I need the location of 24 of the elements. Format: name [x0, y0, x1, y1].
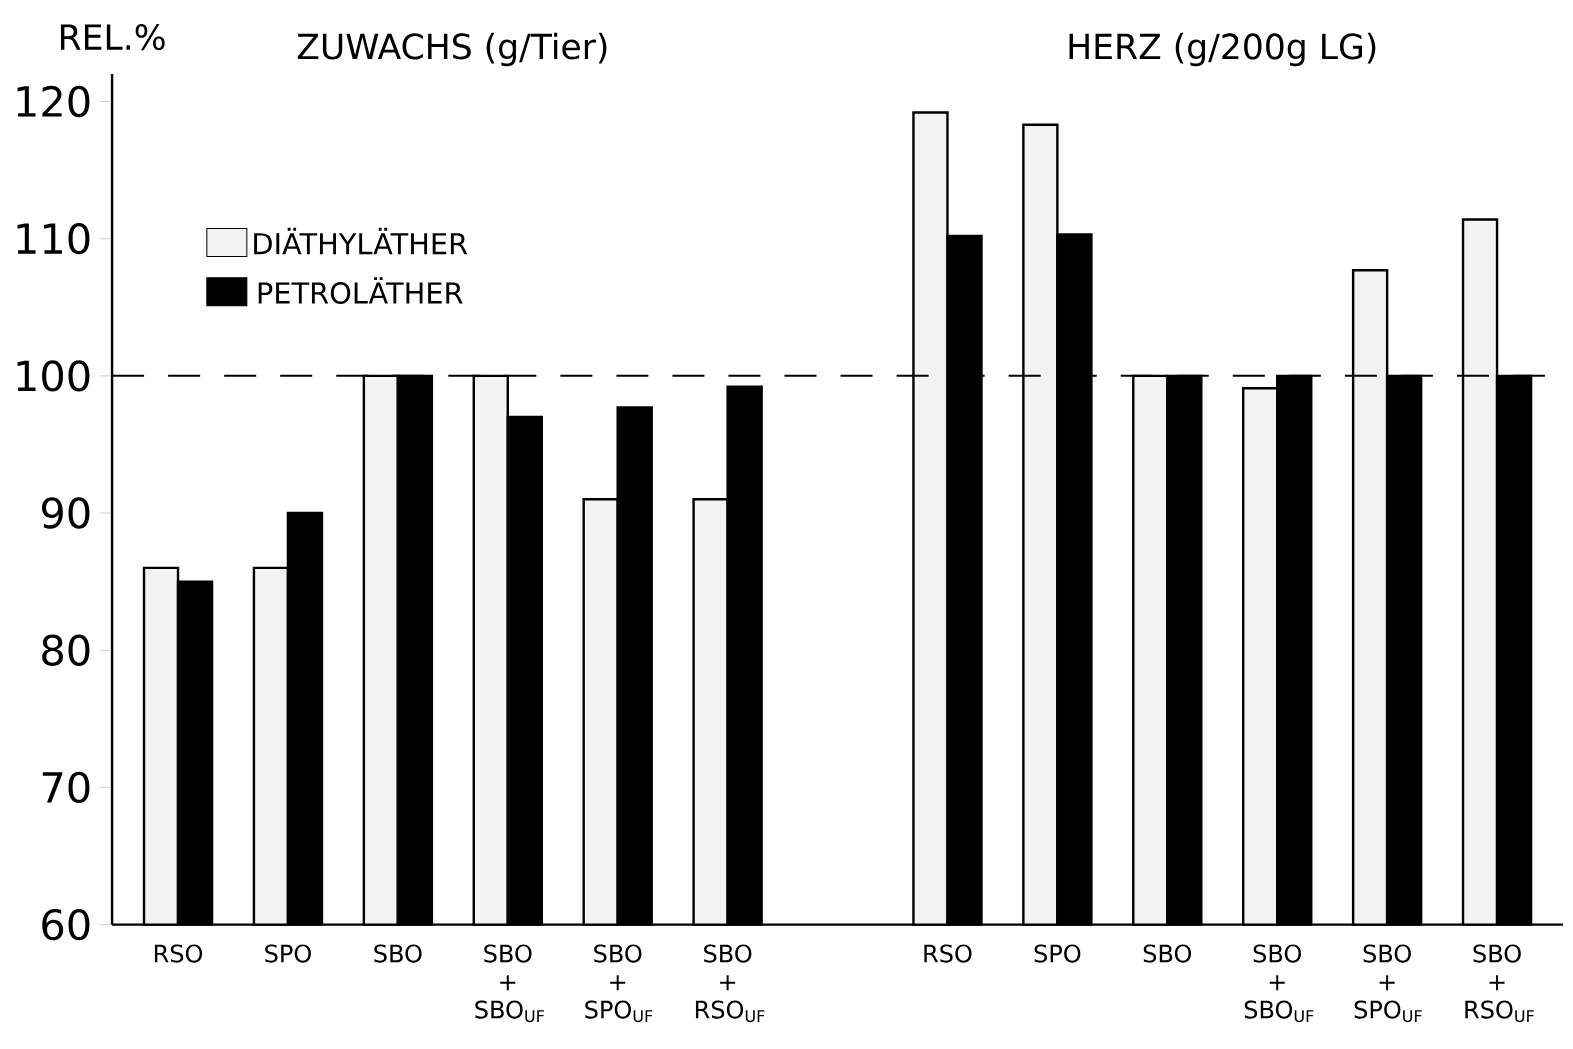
y-axis-title: REL.% — [60, 24, 165, 51]
x-tick-label: SBO + SPO$_{UF}$ — [1354, 944, 1422, 1023]
x-tick-label: SBO — [1143, 944, 1192, 963]
x-tick-label: SBO + SPO$_{UF}$ — [585, 944, 653, 1023]
x-tick-label: SBO + SBO$_{UF}$ — [1244, 944, 1314, 1023]
x-tick-label: RSO — [924, 944, 972, 963]
x-tick-label: SPO — [1034, 944, 1081, 963]
y-tick-label: 70 — [42, 771, 90, 804]
legend-label: PETROLÄTHER — [258, 277, 463, 305]
x-tick-label: RSO — [154, 944, 203, 963]
x-tick-label: SPO — [265, 944, 311, 963]
y-tick-label: 100 — [17, 360, 90, 392]
y-tick-label: 110 — [17, 223, 90, 255]
x-tick-label: SBO + RSO$_{UF}$ — [1465, 944, 1534, 1023]
legend-label: DIÄTHYLÄTHER — [254, 228, 468, 255]
x-tick-label: SBO — [374, 944, 422, 963]
y-tick-label: 120 — [17, 85, 90, 118]
y-tick-label: 90 — [41, 497, 90, 529]
y-tick-label: 60 — [42, 909, 90, 941]
text: ZUWACHS (g/Tier) — [297, 32, 607, 67]
x-tick-label: SBO + SBO$_{UF}$ — [475, 944, 544, 1023]
text: HERZ (g/200g LG) — [1069, 32, 1376, 67]
y-tick-label: 80 — [42, 634, 90, 667]
x-tick-label: SBO + RSO$_{UF}$ — [695, 944, 765, 1023]
